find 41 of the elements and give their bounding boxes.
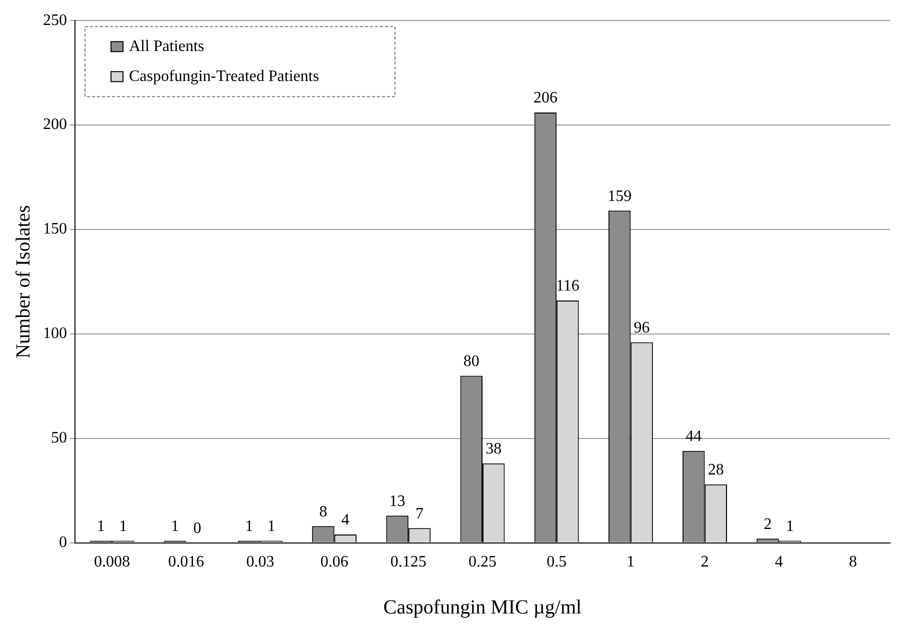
x-tick-label: 0.03	[246, 554, 274, 571]
x-tick-label: 0.008	[94, 554, 130, 571]
y-axis-title: Number of Isolates	[12, 204, 34, 358]
legend-label: Caspofungin-Treated Patients	[129, 68, 320, 85]
data-label: 1	[245, 518, 254, 535]
y-tick-label: 200	[43, 116, 67, 134]
data-label: 1	[786, 518, 794, 535]
x-tick-label: 0.5	[546, 554, 567, 571]
y-tick-label: 50	[51, 430, 67, 447]
data-label: 96	[634, 319, 650, 336]
data-label: 7	[416, 505, 424, 522]
y-tick-label: 100	[43, 325, 67, 342]
data-label: 1	[96, 518, 105, 535]
data-label: 1	[171, 518, 180, 535]
x-tick-label: 8	[848, 554, 857, 571]
x-tick-label: 0.25	[468, 554, 496, 571]
data-label: 80	[463, 352, 480, 370]
data-label: 0	[193, 520, 202, 538]
x-tick-label: 4	[774, 554, 783, 571]
data-label: 38	[486, 440, 502, 458]
data-label: 1	[119, 518, 128, 535]
data-label: 116	[556, 278, 580, 295]
data-label: 206	[533, 90, 558, 107]
x-axis-title: Caspofungin MIC µg/ml	[383, 596, 582, 618]
data-label: 4	[341, 512, 350, 529]
y-tick-label: 0	[59, 534, 67, 552]
x-tick-label: 2	[700, 554, 709, 571]
y-tick-label: 150	[43, 220, 67, 238]
legend-label: All Patients	[129, 38, 204, 55]
y-tick-label: 250	[43, 12, 67, 29]
data-label: 2	[764, 516, 772, 533]
data-label: 159	[608, 188, 632, 205]
x-tick-label: 0.125	[390, 554, 426, 571]
data-label: 13	[389, 492, 406, 510]
x-tick-label: 0.016	[168, 554, 204, 571]
x-tick-label: 0.06	[320, 554, 348, 571]
data-label: 44	[686, 428, 702, 446]
x-tick-label: 1	[626, 554, 635, 571]
data-label: 8	[319, 503, 328, 520]
data-label: 1	[267, 518, 276, 535]
data-label: 28	[708, 462, 724, 479]
